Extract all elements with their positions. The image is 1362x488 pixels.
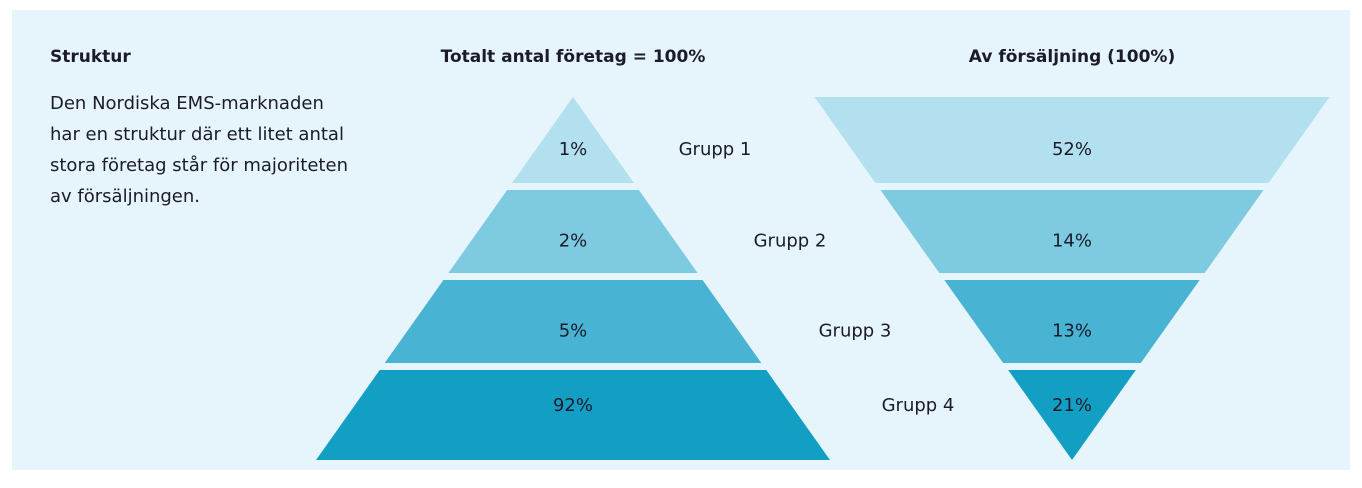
pyramid-label: 1% <box>559 139 588 160</box>
group-label: Grupp 2 <box>754 231 827 252</box>
paragraph-line: av försäljningen. <box>50 186 200 207</box>
pyramid-level <box>384 280 762 363</box>
pyramid-label: 2% <box>559 231 588 252</box>
funnel-label: 14% <box>1052 231 1092 252</box>
funnel-level <box>880 190 1264 273</box>
group-label: Grupp 3 <box>819 321 892 342</box>
paragraph-line: har en struktur där ett litet antal <box>50 124 344 145</box>
funnel-level <box>1008 370 1136 460</box>
funnel-label: 52% <box>1052 139 1092 160</box>
pyramid-label: 5% <box>559 321 588 342</box>
paragraph-line: stora företag står för majoriteten <box>50 155 348 176</box>
pyramid-level <box>512 97 634 183</box>
heading: Struktur <box>50 47 131 67</box>
funnel-label: 13% <box>1052 321 1092 342</box>
right-title: Av försäljning (100%) <box>969 47 1175 67</box>
pyramid-level <box>448 190 698 273</box>
pyramid-label: 92% <box>553 395 593 416</box>
funnel-level <box>944 280 1200 363</box>
funnel-label: 21% <box>1052 395 1092 416</box>
funnel-level <box>814 97 1330 183</box>
paragraph-line: Den Nordiska EMS-marknaden <box>50 93 324 114</box>
pyramid-level <box>316 370 830 460</box>
left-title: Totalt antal företag = 100% <box>441 47 706 67</box>
group-label: Grupp 1 <box>679 139 752 160</box>
group-label: Grupp 4 <box>882 395 955 416</box>
